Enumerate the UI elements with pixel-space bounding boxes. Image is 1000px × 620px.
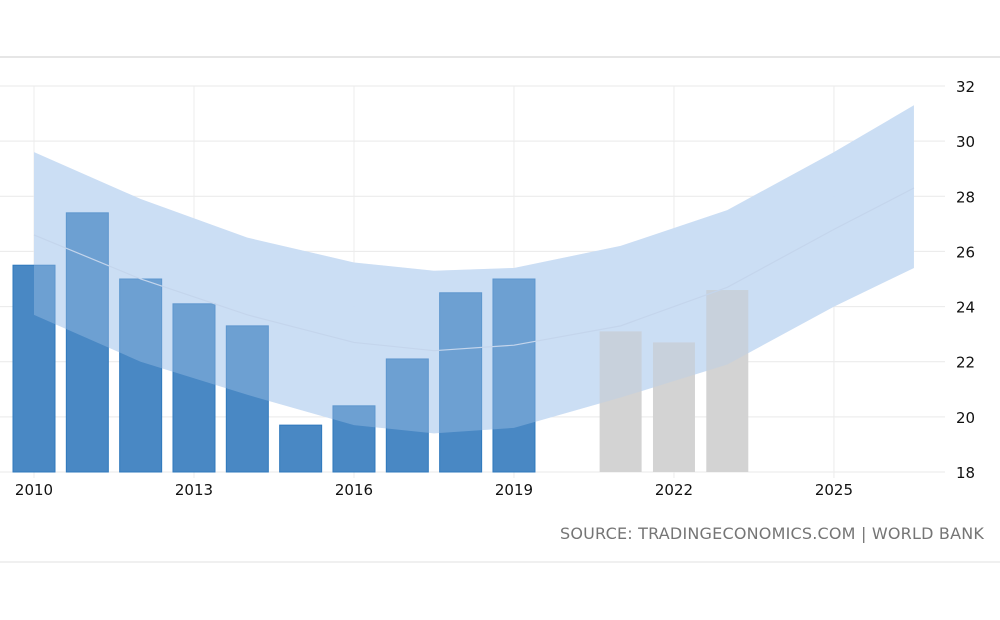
x-tick-label: 2010 [15, 481, 53, 499]
y-tick-label: 22 [956, 354, 975, 372]
y-tick-label: 32 [956, 78, 975, 96]
source-caption: SOURCE: TRADINGECONOMICS.COM | WORLD BAN… [560, 524, 985, 543]
bar-2019[interactable] [492, 278, 536, 473]
bar-2012[interactable] [119, 278, 163, 473]
x-axis: 2010 2013 2016 2019 2022 2025 [15, 481, 853, 499]
bar-2022[interactable] [652, 342, 695, 472]
bar-2015[interactable] [279, 424, 323, 473]
bottom-divider [0, 561, 1000, 563]
y-tick-label: 28 [956, 188, 975, 206]
bars [12, 105, 914, 473]
y-axis: 18 20 22 24 26 28 30 32 [956, 78, 975, 482]
y-tick-label: 20 [956, 409, 975, 427]
bar-2013[interactable] [172, 303, 216, 473]
y-tick-label: 26 [956, 243, 975, 261]
bar-2016[interactable] [332, 405, 376, 473]
x-tick-label: 2025 [815, 481, 853, 499]
x-tick-label: 2019 [495, 481, 533, 499]
top-divider [0, 56, 1000, 58]
bar-2011[interactable] [65, 212, 109, 473]
x-tick-label: 2016 [335, 481, 373, 499]
trend-center-line [33, 187, 915, 352]
y-tick-label: 18 [956, 464, 975, 482]
x-tick-label: 2013 [175, 481, 213, 499]
bar-2018[interactable] [439, 292, 483, 473]
bar-2014[interactable] [225, 325, 269, 473]
x-tick-label: 2022 [655, 481, 693, 499]
trend-line [33, 187, 915, 352]
bar-2010[interactable] [12, 264, 56, 473]
bar-2017[interactable] [385, 358, 429, 473]
y-tick-label: 24 [956, 299, 975, 317]
bar-2021[interactable] [599, 331, 642, 472]
y-tick-label: 30 [956, 133, 975, 151]
bar-2023[interactable] [706, 290, 749, 472]
band-overlay [34, 105, 914, 434]
